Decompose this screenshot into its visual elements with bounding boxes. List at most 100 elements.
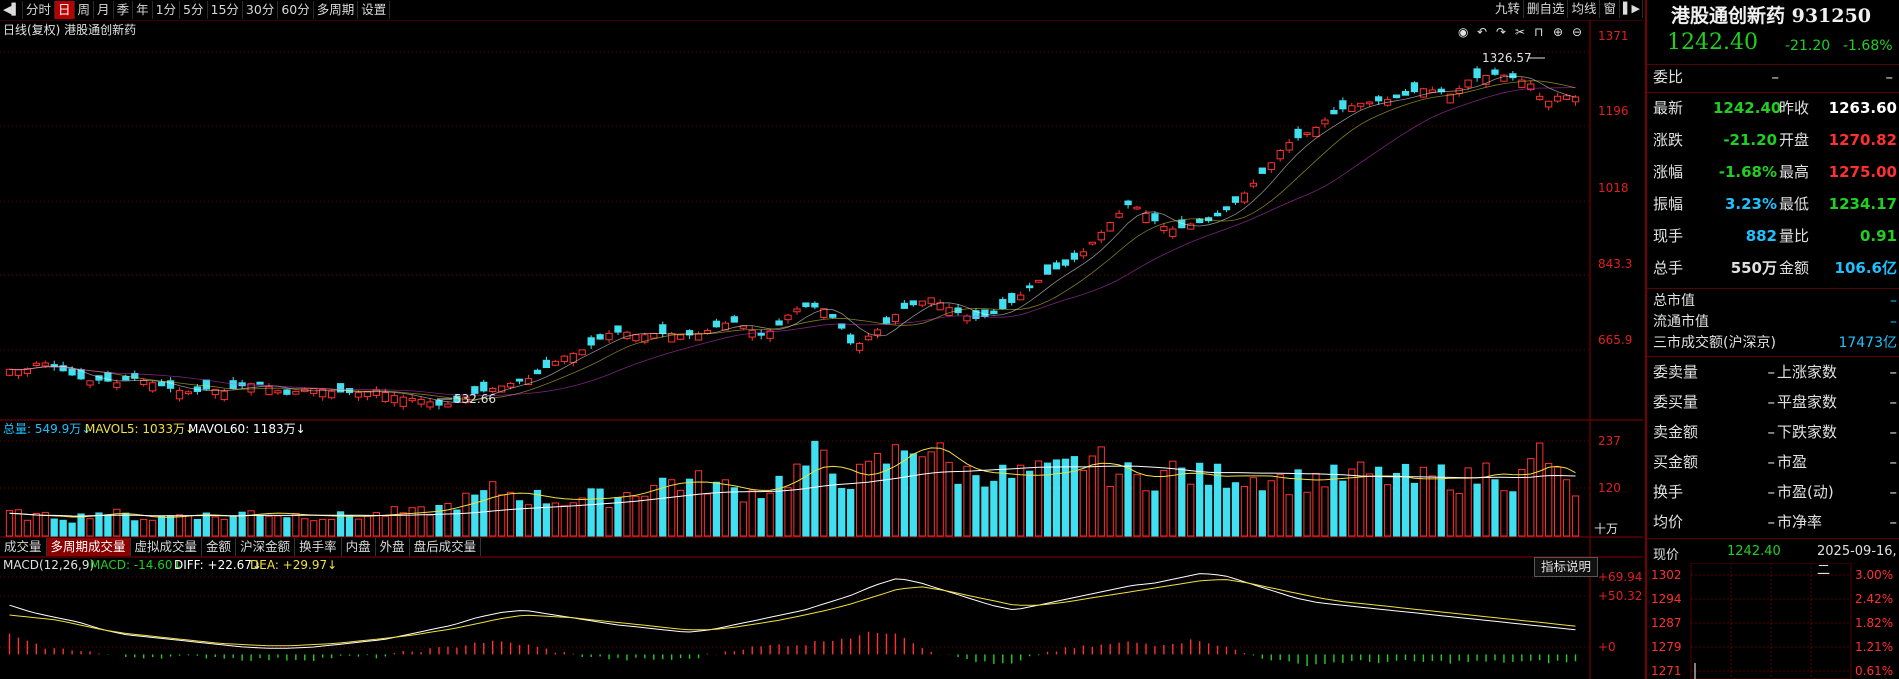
candle	[1142, 212, 1150, 224]
volume-tab[interactable]: 内盘	[342, 538, 376, 556]
toolbar-right: 九转 删自选 均线窗 ▌▶	[1492, 0, 1643, 20]
chart-title: 日线(复权) 港股通创新药	[3, 22, 136, 37]
zoom-out-icon[interactable]: ⊖	[1572, 25, 1582, 39]
volume-bar	[220, 518, 228, 537]
stock-title: 港股通创新药 931250	[1671, 5, 1871, 27]
candle	[113, 382, 121, 389]
period-button[interactable]: 年	[133, 1, 153, 19]
period-button[interactable]: 30分	[243, 1, 279, 19]
candle	[444, 403, 452, 408]
breadth-label: 平盘家数	[1777, 393, 1838, 411]
volume-bar	[515, 500, 524, 537]
volume-bar	[1366, 473, 1374, 537]
volume-bar	[131, 520, 139, 537]
volume-tab[interactable]: 虚拟成交量	[131, 538, 203, 556]
volume-bar	[1545, 462, 1553, 537]
period-button[interactable]: 1分	[153, 1, 181, 19]
candle	[829, 314, 837, 318]
quote-label: 涨幅	[1653, 163, 1684, 181]
volume-bar	[1160, 469, 1168, 537]
volume-tab[interactable]: 多周期成交量	[46, 538, 131, 556]
volume-bar	[748, 489, 756, 537]
redo-icon[interactable]: ↷	[1496, 25, 1506, 39]
volume-bar	[399, 512, 407, 537]
kline-chart[interactable]: 日线(复权) 港股通创新药 1371 1196 1018 843.3 665.9…	[0, 20, 1643, 679]
volume-tab[interactable]: 换手率	[295, 538, 342, 556]
volume-tab[interactable]: 外盘	[376, 538, 410, 556]
candle	[1562, 95, 1571, 100]
volume-tab[interactable]: 盘后成交量	[410, 538, 482, 556]
candle	[855, 343, 864, 351]
volume-bar	[551, 502, 559, 537]
candle	[408, 397, 416, 402]
undo-icon[interactable]: ↶	[1477, 25, 1487, 39]
toolbar-button[interactable]: 删自选	[1524, 0, 1569, 18]
candle	[820, 308, 828, 319]
period-button[interactable]: 日	[55, 1, 75, 19]
candle	[1097, 231, 1105, 241]
period-button[interactable]: 5分	[180, 1, 208, 19]
candle	[390, 395, 398, 404]
candle	[274, 390, 282, 394]
volume-bar	[23, 519, 32, 537]
volume-bar	[1187, 483, 1195, 537]
volume-tab[interactable]: 金额	[202, 538, 237, 556]
volume-bar	[1500, 490, 1508, 537]
scissors-icon[interactable]: ✂	[1515, 25, 1525, 39]
candle	[1500, 74, 1508, 82]
volume-bar	[891, 444, 900, 537]
candle	[489, 387, 497, 392]
volume-bar	[5, 510, 14, 537]
toolbar-button[interactable]: 均线	[1568, 0, 1601, 18]
candle	[632, 334, 640, 342]
period-button[interactable]: 设置	[358, 1, 391, 19]
period-button[interactable]: 分时	[23, 1, 56, 19]
volume-bar	[909, 453, 917, 537]
period-button[interactable]: 季	[114, 1, 134, 19]
candle	[292, 390, 300, 395]
toolbar-button[interactable]: 窗	[1600, 0, 1620, 18]
breadth-value: –	[1889, 393, 1898, 411]
next-stock-icon[interactable]: ▌▶	[1620, 0, 1643, 18]
breadth-value: –	[1889, 423, 1898, 441]
volume-bar	[1026, 470, 1034, 537]
volume-bar	[784, 487, 792, 537]
volume-bar	[283, 517, 291, 537]
volume-bar	[1070, 456, 1079, 537]
eye-icon[interactable]: ◉	[1458, 25, 1468, 39]
period-button[interactable]: 周	[75, 1, 95, 19]
period-button[interactable]: 月	[94, 1, 114, 19]
price-axis-label: 843.3	[1598, 257, 1632, 271]
volume-tab[interactable]: 成交量	[0, 538, 47, 556]
indicator-help-button[interactable]: 指标说明	[1534, 557, 1599, 577]
candle	[1392, 94, 1401, 99]
candle	[149, 382, 157, 392]
volume-bar	[847, 488, 855, 537]
volume-bar	[426, 514, 434, 537]
period-button[interactable]: 多周期	[314, 1, 359, 19]
candle	[59, 365, 67, 372]
lock-icon[interactable]: ⊓	[1534, 25, 1543, 39]
candle	[882, 317, 891, 324]
candle	[131, 372, 139, 379]
volume-bar	[265, 515, 273, 537]
market-value: –	[1890, 293, 1897, 309]
period-button[interactable]: 15分	[208, 1, 243, 19]
candle	[1052, 262, 1061, 270]
volume-bar	[802, 465, 810, 537]
market-label: 流通市值	[1653, 314, 1709, 330]
macd-axis-label: +69.94	[1598, 570, 1642, 584]
candle	[1545, 100, 1553, 108]
volume-tab[interactable]: 沪深金额	[236, 538, 296, 556]
period-button[interactable]: 60分	[278, 1, 314, 19]
prev-stock-icon[interactable]: ◀▌	[0, 1, 23, 19]
candle	[1446, 93, 1454, 104]
divider	[1647, 356, 1899, 357]
volume-bar	[444, 502, 452, 537]
volume-bar	[1312, 472, 1320, 537]
toolbar-button[interactable]: 九转	[1492, 0, 1524, 18]
candle	[1527, 83, 1535, 91]
zoom-in-icon[interactable]: ⊕	[1553, 25, 1563, 39]
volume-bar	[319, 518, 327, 537]
volume-bar	[1061, 458, 1070, 537]
